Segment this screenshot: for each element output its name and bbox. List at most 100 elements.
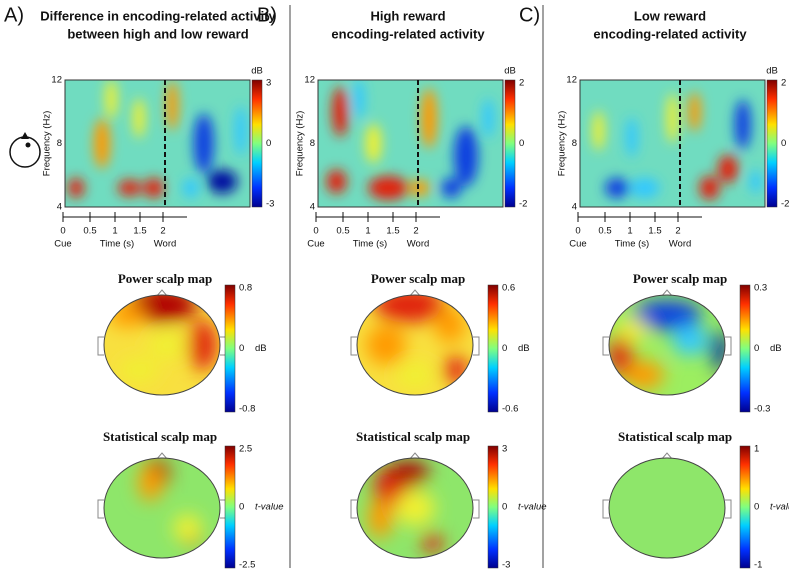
tf-blob bbox=[332, 86, 349, 137]
tf-blob bbox=[193, 113, 214, 174]
x-tick-label: 0.5 bbox=[598, 226, 611, 237]
power-title: Power scalp map bbox=[118, 271, 212, 286]
colorbar-tick-label: -3 bbox=[266, 199, 274, 210]
panel-title: High reward bbox=[370, 8, 445, 23]
colorbar bbox=[766, 79, 778, 208]
scalp-blob bbox=[147, 331, 188, 359]
ear bbox=[602, 499, 609, 519]
scalp-blob bbox=[623, 361, 664, 389]
scalp-outline bbox=[356, 294, 474, 396]
cue-label: Cue bbox=[569, 239, 586, 250]
colorbar-unit: dB bbox=[770, 343, 782, 354]
colorbar-tick-label: 0.6 bbox=[502, 283, 515, 294]
colorbar-tick-label: 2 bbox=[519, 78, 524, 89]
y-tick-label: 4 bbox=[57, 202, 62, 213]
scalp-blob bbox=[434, 307, 465, 343]
colorbar-tick-label: 0 bbox=[754, 502, 759, 513]
scalp-outline bbox=[103, 457, 221, 559]
y-tick-label: 8 bbox=[310, 138, 315, 149]
colorbar-tick-label: 2.5 bbox=[239, 444, 252, 455]
x-tick-label: 1.5 bbox=[133, 226, 146, 237]
scalp-outline bbox=[608, 294, 726, 396]
colorbar-tick-label: -1 bbox=[754, 560, 762, 571]
power-title: Power scalp map bbox=[633, 271, 727, 286]
panel-title: Difference in encoding-related activity bbox=[40, 8, 276, 23]
scalp-blobs bbox=[609, 300, 725, 389]
x-tick-label: 1 bbox=[627, 226, 632, 237]
tf-blob bbox=[421, 88, 437, 149]
colorbar-unit: t-value bbox=[518, 502, 547, 513]
cue-label: Cue bbox=[54, 239, 71, 250]
x-tick-label: 1 bbox=[365, 226, 370, 237]
tf-blob bbox=[166, 80, 179, 131]
panel-title: encoding-related activity bbox=[331, 26, 485, 41]
colorbar-tick-label: -0.8 bbox=[239, 404, 255, 415]
panel-letter: B) bbox=[257, 4, 277, 26]
colorbar-tick-label: 0.3 bbox=[754, 283, 767, 294]
x-tick-label: 0 bbox=[575, 226, 580, 237]
x-tick-label: 0.5 bbox=[336, 226, 349, 237]
x-tick-label: 2 bbox=[675, 226, 680, 237]
colorbar-unit: dB bbox=[766, 66, 778, 77]
scalp-blob bbox=[368, 498, 393, 538]
tf-blobs bbox=[326, 80, 495, 200]
colorbar bbox=[739, 284, 751, 413]
tf-blob bbox=[482, 98, 495, 139]
colorbar-tick-label: 0 bbox=[502, 502, 507, 513]
tf-blob bbox=[625, 117, 638, 158]
scalp-background bbox=[609, 458, 725, 558]
y-tick-label: 12 bbox=[566, 75, 577, 86]
tf-map bbox=[580, 80, 765, 207]
scalp-blob bbox=[672, 325, 709, 355]
time-label: Time (s) bbox=[615, 239, 649, 250]
colorbar-tick-label: 0 bbox=[519, 138, 524, 149]
stat-title: Statistical scalp map bbox=[356, 429, 470, 444]
scalp-blob bbox=[443, 356, 468, 384]
tf-blob bbox=[699, 175, 720, 200]
scalp-blob bbox=[422, 533, 443, 553]
word-label: Word bbox=[407, 239, 430, 250]
time-label: Time (s) bbox=[100, 239, 134, 250]
panel-letter: C) bbox=[519, 4, 540, 26]
tf-blob bbox=[592, 110, 605, 151]
x-tick-label: 0.5 bbox=[83, 226, 96, 237]
colorbar-tick-label: 0 bbox=[781, 138, 786, 149]
scalp-blob bbox=[173, 514, 202, 542]
y-axis-label: Frequency (Hz) bbox=[42, 111, 53, 176]
ear bbox=[725, 499, 732, 519]
colorbar-tick-label: 0.8 bbox=[239, 283, 252, 294]
word-label: Word bbox=[154, 239, 177, 250]
scalp-blob bbox=[395, 361, 435, 389]
tf-blob bbox=[117, 179, 142, 196]
tf-frame bbox=[579, 79, 766, 208]
tf-blob bbox=[143, 177, 164, 198]
colorbar-tick-label: 2 bbox=[781, 78, 786, 89]
colorbar-tick-label: -2 bbox=[519, 199, 527, 210]
tf-blob bbox=[352, 80, 365, 120]
time-label: Time (s) bbox=[353, 239, 387, 250]
tf-blob bbox=[734, 99, 751, 150]
scalp-blob bbox=[109, 303, 146, 327]
tf-blob bbox=[68, 177, 85, 198]
colorbar-unit: t-value bbox=[255, 502, 284, 513]
colorbar bbox=[487, 445, 499, 569]
stat-title: Statistical scalp map bbox=[618, 429, 732, 444]
panel-title: encoding-related activity bbox=[593, 26, 747, 41]
scalp-map bbox=[609, 458, 725, 558]
x-tick-label: 1.5 bbox=[386, 226, 399, 237]
scalp-blob bbox=[188, 320, 217, 370]
tf-blob bbox=[234, 105, 247, 156]
ear bbox=[473, 499, 480, 519]
ear bbox=[602, 336, 609, 356]
ear bbox=[97, 499, 104, 519]
tf-blob bbox=[688, 91, 701, 132]
ear bbox=[350, 499, 357, 519]
tf-blob bbox=[749, 169, 762, 194]
scalp-map bbox=[104, 295, 220, 395]
x-tick-label: 1 bbox=[112, 226, 117, 237]
tf-blobs bbox=[592, 91, 762, 200]
tf-blob bbox=[365, 123, 382, 164]
panel: B) High reward encoding-related activity Fr… bbox=[257, 4, 547, 570]
y-tick-label: 12 bbox=[304, 75, 315, 86]
tf-blob bbox=[629, 177, 660, 198]
